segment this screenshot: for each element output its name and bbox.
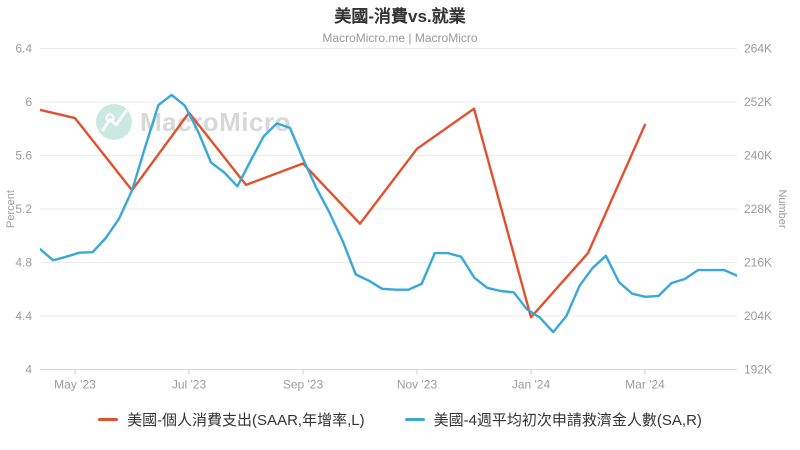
left-axis-title: Percent [5,190,17,228]
claims-series-label: 美國-4週平均初次申請救濟金人數(SA,R) [433,412,702,429]
x-axis-tick-label: Jul '23 [172,378,207,392]
chart-title: 美國-消費vs.就業 [334,7,466,26]
right-axis-tick-label: 216K [744,256,772,270]
legend-item-claims[interactable]: 美國-4週平均初次申請救濟金人數(SA,R) [404,409,702,430]
claims-line-series[interactable] [40,93,738,334]
chart-header: 美國-消費vs.就業 MacroMicro.me | MacroMicro [0,6,800,45]
legend: 美國-個人消費支出(SAAR,年增率,L) 美國-4週平均初次申請救濟金人數(S… [0,409,800,430]
x-axis-tick-label: Sep '23 [283,378,324,392]
left-axis-tick-label: 6.4 [15,42,32,56]
pce-line-series[interactable] [18,105,647,319]
right-axis-title: Number [776,189,788,228]
right-axis-tick-label: 204K [744,309,772,323]
claims-series-swatch [404,418,425,421]
chart-subtitle: MacroMicro.me | MacroMicro [322,31,478,45]
left-axis-tick-label: 5.2 [15,202,32,216]
legend-item-pce[interactable]: 美國-個人消費支出(SAAR,年增率,L) [98,409,365,430]
left-axis-tick-label: 4.8 [15,256,32,270]
left-axis-tick-label: 4 [25,363,32,377]
x-axis-tick-label: Nov '23 [397,378,438,392]
right-axis-tick-label: 252K [744,95,772,109]
right-axis-tick-label: 240K [744,149,772,163]
macromicro-watermark: MacroMicro [96,104,291,140]
x-axis-tick-label: Jan '24 [512,378,551,392]
watermark-text: MacroMicro [140,107,291,137]
right-axis-tick-label: 264K [744,42,772,56]
left-axis-tick-label: 5.6 [15,149,32,163]
left-axis-tick-label: 6 [25,95,32,109]
watermark-zigzag-icon [101,109,128,132]
plot-area: MacroMicro 6.4 264K 6 252K 5.6 240K 5.2 228K 4.8… [5,42,788,392]
right-axis-tick-label: 228K [744,202,772,216]
right-axis-tick-label: 192K [744,363,772,377]
pce-series-swatch [98,418,119,421]
left-axis-tick-label: 4.4 [15,309,32,323]
x-axis-tick-label: May '23 [54,378,96,392]
watermark-ring-icon [105,113,115,123]
pce-series-label: 美國-個人消費支出(SAAR,年增率,L) [127,412,365,429]
x-axis-tick-label: Mar '24 [625,378,665,392]
